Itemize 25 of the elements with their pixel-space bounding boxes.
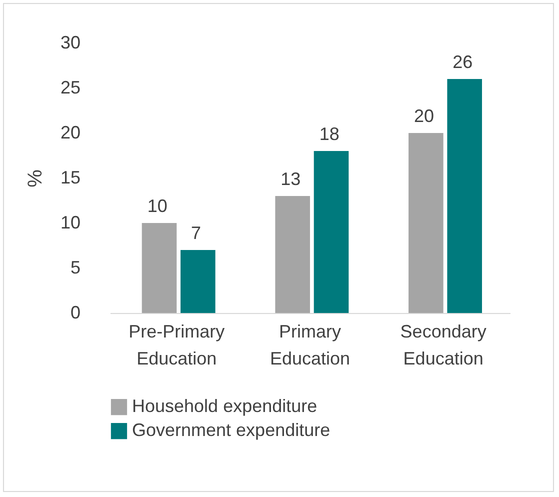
- y-axis-title: %: [24, 169, 46, 188]
- data-label: 7: [190, 223, 202, 243]
- y-tick-label: 30: [60, 32, 80, 52]
- bar: [408, 133, 444, 313]
- legend-label: Household expenditure: [132, 396, 318, 416]
- bar: [142, 223, 177, 313]
- data-label: 18: [319, 124, 340, 144]
- data-label: 20: [414, 106, 434, 126]
- x-tick-label: Pre-Primary Education: [128, 322, 225, 368]
- data-label: 26: [452, 52, 473, 72]
- bar: [275, 196, 310, 313]
- bar: [180, 250, 216, 313]
- y-tick-label: 20: [60, 122, 80, 142]
- y-tick-label: 25: [60, 78, 80, 98]
- x-tick-label: Secondary Education: [400, 322, 486, 368]
- bar: [447, 79, 482, 313]
- x-tick-label: Primary Education: [270, 322, 350, 368]
- bar: [314, 151, 349, 313]
- data-label: 13: [280, 169, 301, 189]
- data-label: 10: [147, 196, 168, 216]
- y-tick-label: 0: [70, 302, 80, 322]
- legend-label: Government expenditure: [132, 420, 330, 440]
- y-tick-label: 10: [60, 212, 80, 232]
- y-tick-label: 5: [70, 258, 80, 278]
- y-tick-label: 15: [60, 168, 80, 188]
